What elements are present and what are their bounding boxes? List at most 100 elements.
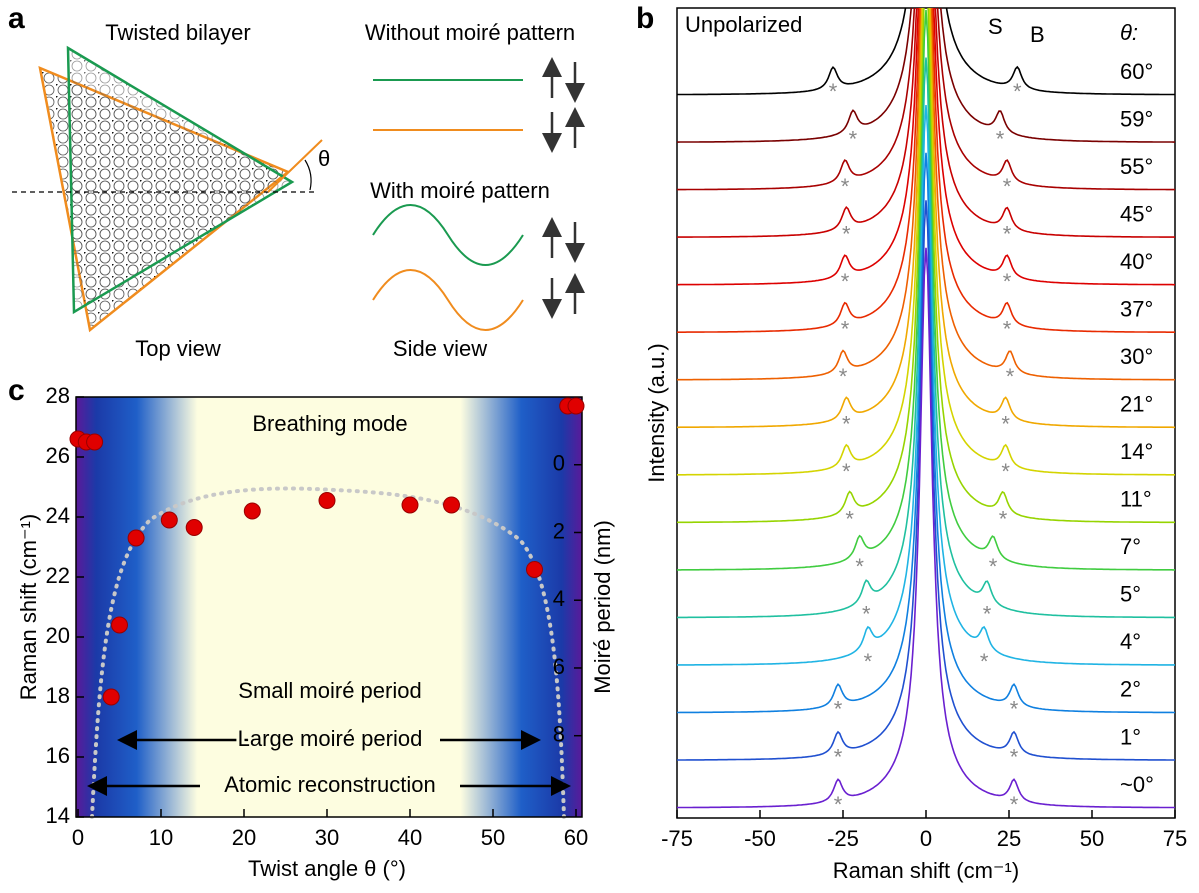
- legend-label: 11°: [1120, 487, 1152, 512]
- angle-arc: [304, 159, 312, 191]
- x-tick-label: -75: [661, 826, 693, 851]
- y-tick-label: 28: [46, 383, 70, 408]
- annotation: Unpolarized: [685, 12, 802, 37]
- annotation: Breathing mode: [252, 411, 407, 436]
- data-point: [160, 511, 178, 529]
- legend-label: 55°: [1120, 154, 1153, 179]
- y2-axis-label: Moiré period (nm): [590, 520, 615, 694]
- peak-marker: *: [829, 79, 838, 104]
- x-tick-label: 25: [997, 826, 1021, 851]
- x-tick-label: 50: [1080, 826, 1104, 851]
- data-point: [86, 433, 104, 451]
- plot-frame: [676, 7, 1176, 819]
- x-tick-label: 10: [149, 825, 173, 850]
- spectrum: [677, 8, 1175, 381]
- legend-label: 30°: [1120, 344, 1153, 369]
- spectrum: [677, 8, 1175, 524]
- annotation: Atomic reconstruction: [224, 772, 436, 797]
- peak-marker: *: [842, 221, 851, 246]
- legend-label: 21°: [1120, 392, 1153, 417]
- peak-marker: *: [841, 269, 850, 294]
- legend-label: 40°: [1120, 249, 1153, 274]
- spectrum: [677, 8, 1175, 333]
- y2-tick-label: 4: [553, 586, 565, 611]
- x-tick-label: 75: [1163, 826, 1187, 851]
- annotation: Large moiré period: [238, 726, 423, 751]
- peak-marker: *: [855, 554, 864, 579]
- legend-label: 2°: [1120, 677, 1141, 702]
- peak-marker: *: [1006, 364, 1015, 389]
- diagram: θ Twisted bilayer Without moiré pattern …: [12, 20, 585, 361]
- angle-label: θ: [318, 146, 330, 171]
- y-tick-label: 16: [46, 743, 70, 768]
- peak-marker: *: [834, 744, 843, 769]
- peak-marker: *: [1001, 412, 1010, 437]
- diagram-title: Twisted bilayer: [105, 20, 251, 45]
- panel-label: b: [636, 2, 654, 35]
- data-point: [185, 519, 203, 536]
- peak-marker: *: [841, 316, 850, 341]
- peak-marker: *: [989, 554, 998, 579]
- top-view-label: Top view: [135, 336, 221, 361]
- spectrum: [677, 57, 1175, 619]
- peak-marker: *: [849, 126, 858, 151]
- data-point: [526, 561, 543, 578]
- spectrum: [677, 247, 1175, 809]
- annotation: S: [988, 14, 1003, 39]
- data-point: [127, 529, 145, 547]
- y2-tick-label: 6: [553, 654, 565, 679]
- x-tick-label: -50: [744, 826, 776, 851]
- x-tick-label: 30: [315, 825, 339, 850]
- peak-marker: *: [1010, 792, 1019, 817]
- y2-tick-label: 8: [553, 722, 565, 747]
- peak-marker: *: [842, 459, 851, 484]
- peak-marker: *: [1010, 744, 1019, 769]
- wavy-layer: [372, 204, 524, 266]
- spectrum: [677, 104, 1175, 666]
- panel-label: c: [8, 374, 25, 407]
- plot-frame: [75, 396, 583, 818]
- y-tick-label: 26: [46, 443, 70, 468]
- peak-marker: *: [839, 364, 848, 389]
- x-tick-label: 0: [920, 826, 932, 851]
- spectrum: [677, 8, 1175, 476]
- data-point: [401, 496, 419, 514]
- panel-label: a: [8, 2, 25, 35]
- spectrum: [677, 8, 1175, 429]
- data-point: [111, 616, 128, 634]
- y2-tick-label: 0: [553, 451, 565, 476]
- green-layer: [66, 45, 295, 315]
- spectrum: [677, 8, 1175, 143]
- y-tick-label: 22: [46, 563, 70, 588]
- x-axis-label: Twist angle θ (°): [248, 856, 406, 881]
- y-axis-label: Raman shift (cm⁻¹): [16, 514, 41, 700]
- spectrum: [677, 152, 1175, 714]
- wavy-layer: [372, 269, 524, 331]
- spectrum: [677, 10, 1175, 571]
- legend-label: 7°: [1120, 534, 1141, 559]
- side-view-label: Side view: [393, 336, 487, 361]
- x-tick-label: 40: [398, 825, 422, 850]
- spectrum: [677, 8, 1175, 238]
- y-tick-label: 20: [46, 623, 70, 648]
- peak-marker: *: [983, 602, 992, 627]
- angle-line: [267, 139, 323, 193]
- y-tick-label: 14: [46, 803, 70, 828]
- annotation: Small moiré period: [238, 678, 421, 703]
- x-axis-label: Raman shift (cm⁻¹): [833, 858, 1019, 883]
- data-point: [102, 688, 120, 706]
- x-tick-label: -25: [827, 826, 859, 851]
- legend-label: 45°: [1120, 201, 1153, 226]
- data-point: [443, 496, 460, 514]
- y-tick-label: 24: [46, 503, 70, 528]
- y-axis-label: Intensity (a.u.): [644, 343, 669, 482]
- legend-label: 14°: [1120, 439, 1153, 464]
- with-label: With moiré pattern: [370, 178, 550, 203]
- spectrum: [677, 8, 1175, 96]
- legend-label: 59°: [1120, 106, 1153, 131]
- legend-title: θ:: [1120, 20, 1138, 45]
- peak-marker: *: [1003, 221, 1012, 246]
- peak-marker: *: [996, 126, 1005, 151]
- peak-marker: *: [862, 602, 871, 627]
